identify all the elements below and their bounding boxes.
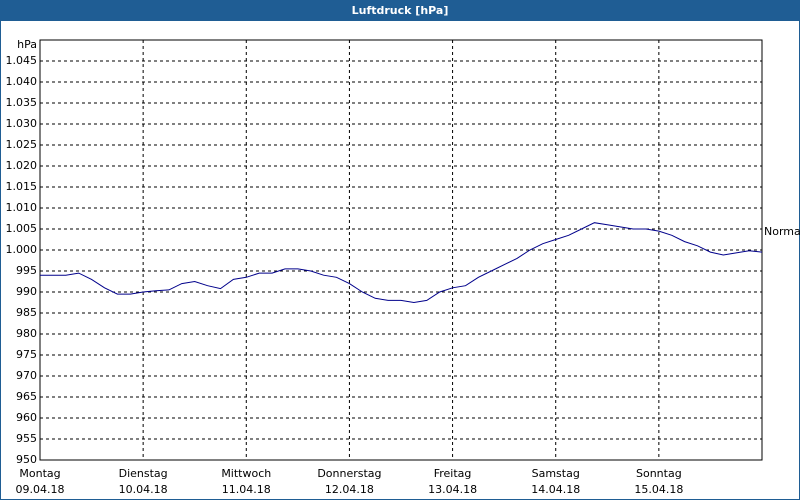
y-tick-label: 1.015 [6,180,38,193]
x-tick-date: 10.04.18 [119,483,168,496]
y-tick-label: 970 [16,369,37,382]
y-tick-label: 965 [16,390,37,403]
line [40,222,763,304]
y-tick-label: 1.035 [6,96,38,109]
y-tick-label: 1.020 [6,159,38,172]
y-tick-label: 1.045 [6,54,38,67]
x-tick-date: 15.04.18 [634,483,683,496]
x-tick-label: Montag [19,467,60,480]
x-tick-label: Mittwoch [221,467,271,480]
x-tick-label: Samstag [532,467,580,480]
y-tick-label: 990 [16,285,37,298]
y-tick-label: 995 [16,264,37,277]
y-tick-label: 980 [16,327,37,340]
annotation: Normal [764,225,800,238]
y-tick-label: 960 [16,411,37,424]
y-tick-label: 1.040 [6,75,38,88]
y-tick-label: 985 [16,306,37,319]
y-tick-label: 1.025 [6,138,38,151]
y-tick-label: 955 [16,432,37,445]
x-tick-label: Donnerstag [317,467,381,480]
x-tick-date: 09.04.18 [16,483,65,496]
x-tick-date: 14.04.18 [531,483,580,496]
y-tick-label: 1.000 [6,243,38,256]
title-bar [0,0,800,21]
x-tick-label: Dienstag [119,467,168,480]
y-unit: hPa [17,38,37,51]
y-tick-label: 950 [16,453,37,466]
y-tick-label: 1.030 [6,117,38,130]
y-tick-label: 1.005 [6,222,38,235]
x-tick-date: 12.04.18 [325,483,374,496]
x-tick-date: 13.04.18 [428,483,477,496]
chart-title: Luftdruck [hPa] [352,4,449,17]
x-tick-label: Sonntag [636,467,682,480]
y-tick-label: 975 [16,348,37,361]
y-tick-label: 1.010 [6,201,38,214]
x-tick-label: Freitag [434,467,472,480]
x-tick-date: 11.04.18 [222,483,271,496]
